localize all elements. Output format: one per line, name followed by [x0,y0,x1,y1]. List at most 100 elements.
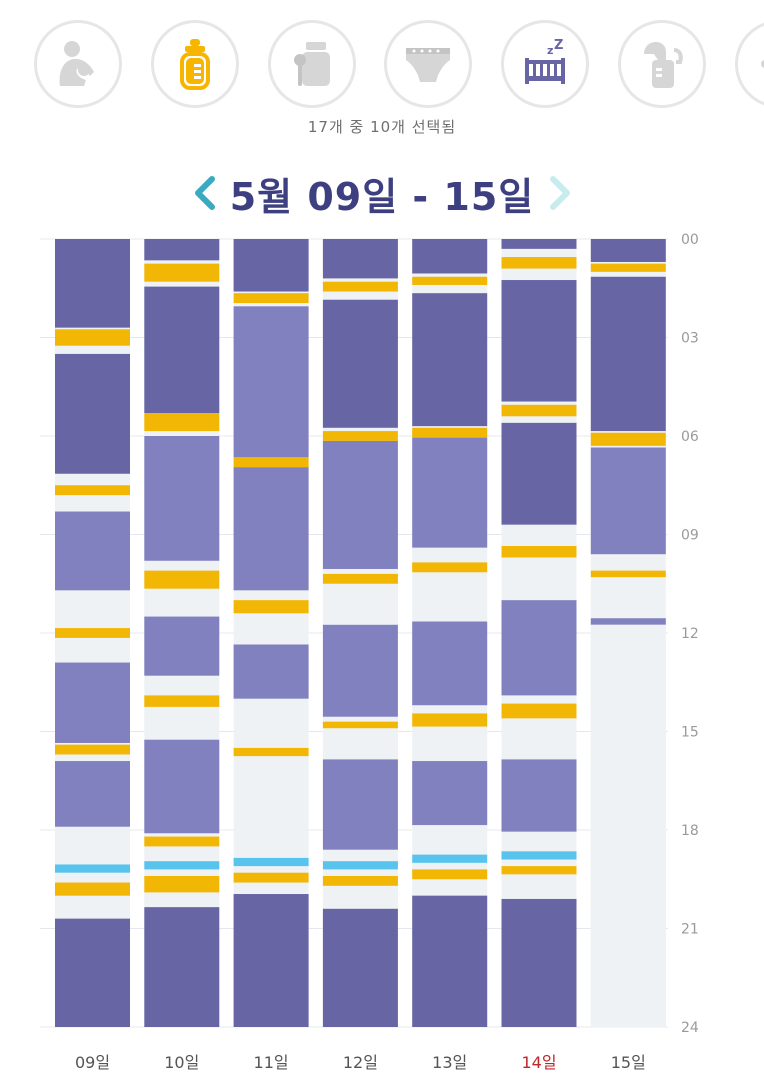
segment-night-sleep[interactable] [55,918,130,1027]
segment-other[interactable] [412,854,488,863]
segment-feeding[interactable] [590,432,666,446]
segment-day-sleep[interactable] [55,761,130,827]
segment-awake[interactable] [590,624,666,1027]
segment-day-sleep[interactable] [322,440,398,569]
breast-pump-icon [644,42,683,88]
segment-night-sleep[interactable] [233,894,309,1027]
segment-feeding[interactable] [55,485,130,496]
segment-other[interactable] [233,857,309,867]
segment-night-sleep[interactable] [233,239,309,292]
segment-day-sleep[interactable] [55,662,130,743]
segment-day-sleep[interactable] [412,437,488,548]
segment-other[interactable] [144,861,220,870]
segment-day-sleep[interactable] [144,616,220,676]
segment-day-sleep[interactable] [233,644,309,699]
segment-day-sleep[interactable] [322,759,398,850]
segment-night-sleep[interactable] [55,353,130,474]
segment-feeding[interactable] [322,573,398,584]
segment-feeding[interactable] [233,872,309,883]
bottle-icon [180,39,210,90]
segment-feeding[interactable] [412,427,488,438]
segment-other[interactable] [322,861,398,870]
segment-night-sleep[interactable] [322,908,398,1027]
y-tick-label: 06 [681,429,699,445]
day-label: 14일 [521,1053,556,1072]
date-range-header: 5월 09일 - 15일 [0,158,764,228]
filter-baby-food-button[interactable] [268,20,356,108]
segment-feeding[interactable] [144,875,220,893]
day-label: 15일 [611,1053,646,1072]
segment-day-sleep[interactable] [501,600,577,696]
segment-feeding[interactable] [144,263,220,282]
segment-day-sleep[interactable] [55,511,130,591]
segment-night-sleep[interactable] [501,239,577,249]
segment-day-sleep[interactable] [590,618,666,625]
segment-feeding[interactable] [412,276,488,285]
segment-feeding[interactable] [501,866,577,875]
segment-feeding[interactable] [55,329,130,346]
segment-night-sleep[interactable] [590,276,666,432]
segment-day-sleep[interactable] [233,306,309,458]
baby-food-icon [294,42,330,86]
segment-feeding[interactable] [233,747,309,757]
segment-feeding[interactable] [144,413,220,432]
day-label: 10일 [164,1053,199,1072]
segment-day-sleep[interactable] [590,447,666,555]
category-filter-row: z Z [0,0,764,112]
segment-feeding[interactable] [322,721,398,729]
segment-day-sleep[interactable] [144,436,220,561]
next-week-button[interactable] [540,158,580,228]
svg-text:z: z [547,44,553,57]
segment-day-sleep[interactable] [233,467,309,591]
filter-sleep-button[interactable]: z Z [501,20,589,108]
segment-night-sleep[interactable] [412,895,488,1027]
filter-nursing-button[interactable] [34,20,122,108]
filter-bottle-button[interactable] [151,20,239,108]
segment-night-sleep[interactable] [144,286,220,414]
segment-feeding[interactable] [590,570,666,578]
segment-night-sleep[interactable] [144,907,220,1027]
segment-feeding[interactable] [590,263,666,272]
segment-feeding[interactable] [144,836,220,847]
segment-feeding[interactable] [501,404,577,417]
segment-other[interactable] [501,851,577,860]
segment-night-sleep[interactable] [501,898,577,1027]
segment-night-sleep[interactable] [412,239,488,274]
previous-week-button[interactable] [185,158,225,228]
segment-feeding[interactable] [322,431,398,441]
segment-day-sleep[interactable] [322,624,398,717]
segment-feeding[interactable] [412,713,488,727]
segment-feeding[interactable] [322,281,398,292]
segment-feeding[interactable] [55,628,130,638]
segment-night-sleep[interactable] [322,299,398,428]
segment-feeding[interactable] [144,695,220,707]
segment-other[interactable] [55,864,130,873]
segment-feeding[interactable] [233,600,309,614]
segment-night-sleep[interactable] [144,239,220,261]
segment-day-sleep[interactable] [501,759,577,832]
segment-day-sleep[interactable] [144,739,220,834]
segment-night-sleep[interactable] [412,293,488,427]
segment-night-sleep[interactable] [55,239,130,328]
segment-feeding[interactable] [501,545,577,558]
segment-feeding[interactable] [55,744,130,755]
day-label: 09일 [75,1053,110,1072]
segment-feeding[interactable] [233,293,309,304]
segment-night-sleep[interactable] [590,239,666,262]
segment-feeding[interactable] [322,875,398,886]
filter-diaper-button[interactable] [384,20,472,108]
segment-feeding[interactable] [144,570,220,589]
segment-day-sleep[interactable] [412,621,488,706]
segment-feeding[interactable] [233,457,309,468]
segment-night-sleep[interactable] [322,239,398,279]
segment-feeding[interactable] [501,703,577,719]
segment-feeding[interactable] [501,257,577,269]
segment-feeding[interactable] [412,869,488,880]
segment-night-sleep[interactable] [501,422,577,525]
segment-night-sleep[interactable] [501,280,577,402]
segment-feeding[interactable] [55,882,130,896]
diaper-icon [406,48,450,82]
segment-feeding[interactable] [412,562,488,573]
segment-day-sleep[interactable] [412,761,488,826]
filter-pump-button[interactable] [618,20,706,108]
